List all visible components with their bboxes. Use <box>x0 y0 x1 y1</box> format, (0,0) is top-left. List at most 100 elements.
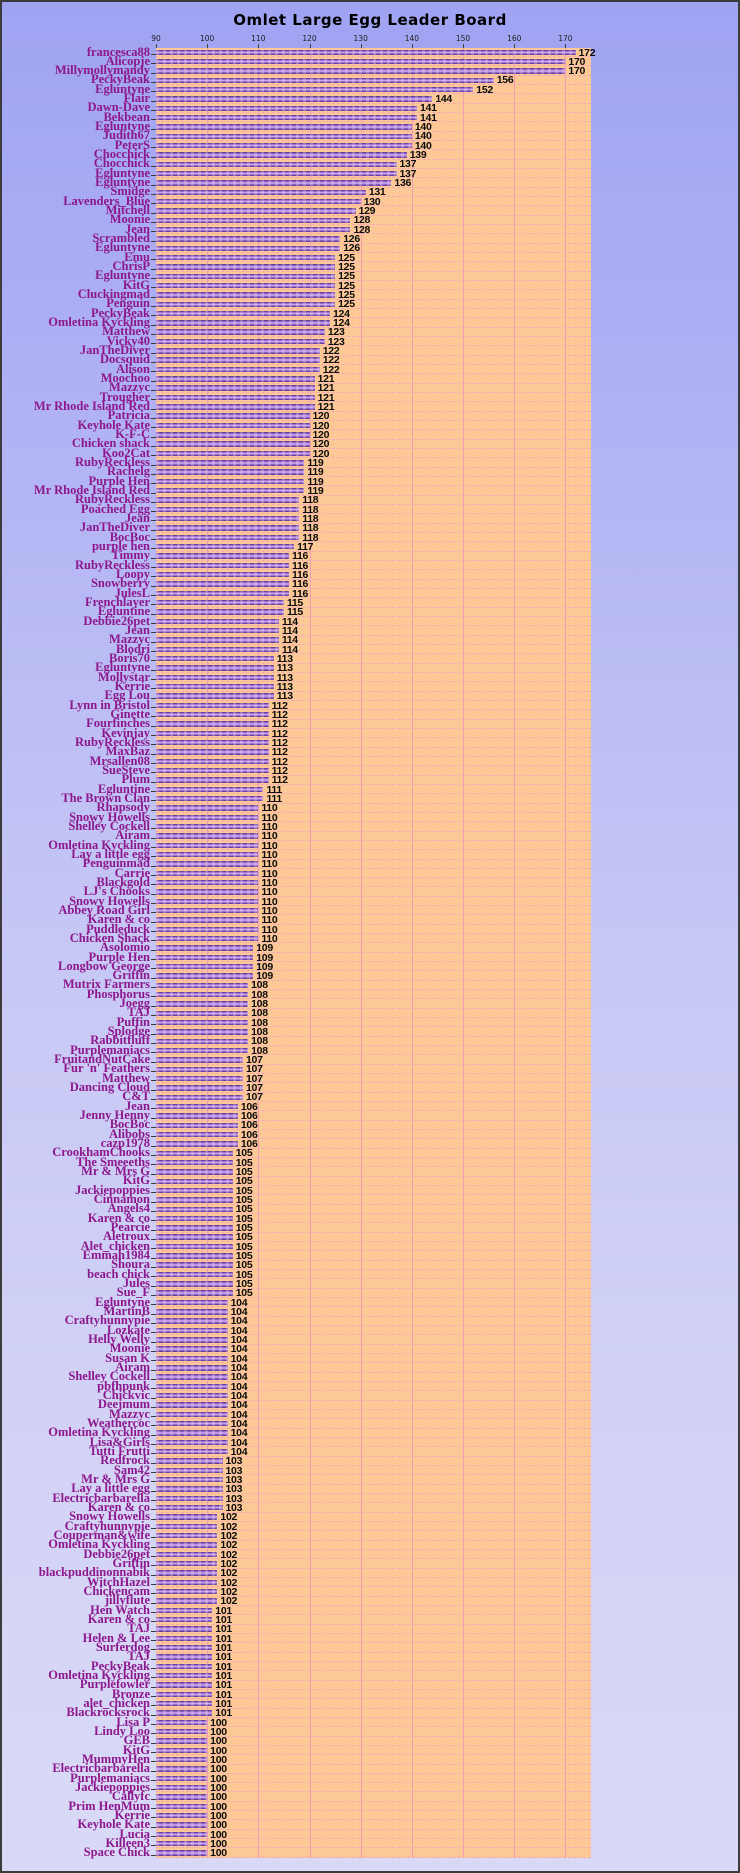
category-label: Splodge <box>107 1024 150 1039</box>
row-separator <box>156 1129 591 1131</box>
bar <box>156 1001 249 1007</box>
row-separator <box>156 1427 591 1429</box>
y-tick-mark <box>151 1472 156 1474</box>
category-label: Penguin <box>106 296 150 311</box>
category-label: Mutrix Farmers <box>62 977 150 992</box>
value-label: 110 <box>261 886 278 899</box>
row-separator <box>156 242 591 244</box>
y-tick-mark <box>151 399 156 401</box>
bar <box>156 1626 213 1632</box>
row-separator <box>156 1091 591 1093</box>
value-label: 110 <box>261 830 278 843</box>
row-separator <box>156 1380 591 1382</box>
bar <box>156 1131 238 1138</box>
category-label: Egluntyne <box>95 660 150 675</box>
y-tick-mark <box>151 1266 156 1268</box>
y-tick-mark <box>151 669 156 671</box>
y-tick-mark <box>151 875 156 877</box>
bar <box>156 1010 249 1016</box>
category-label: Omletina Kyckling <box>48 1667 150 1682</box>
value-label: 101 <box>215 1669 232 1682</box>
bar <box>156 432 310 438</box>
category-label: Jean <box>125 221 150 236</box>
value-label: 110 <box>261 858 278 871</box>
bar <box>156 954 254 960</box>
value-label: 118 <box>302 522 319 535</box>
y-tick-mark <box>151 203 156 205</box>
value-label: 109 <box>256 942 273 955</box>
bar <box>156 217 351 223</box>
value-label: 125 <box>338 289 355 302</box>
bar <box>156 58 566 65</box>
row-separator <box>156 1800 591 1802</box>
y-tick-mark <box>151 1332 156 1334</box>
row-separator <box>156 177 591 179</box>
category-label: Craftyhunnypie <box>64 1518 150 1533</box>
value-label: 102 <box>220 1548 238 1561</box>
value-label: 118 <box>302 503 319 516</box>
value-label: 108 <box>251 1007 268 1020</box>
row-separator <box>156 989 591 991</box>
category-label: Scrambled <box>92 231 150 246</box>
y-tick-mark <box>151 1322 156 1324</box>
category-label: Plum <box>121 772 150 787</box>
y-tick-mark <box>151 1854 156 1856</box>
gridline <box>360 48 362 1858</box>
value-label: 112 <box>271 755 288 768</box>
y-tick-mark <box>151 315 156 317</box>
bar <box>156 1383 228 1390</box>
row-separator <box>156 793 591 795</box>
value-label: 101 <box>215 1651 232 1664</box>
value-label: 110 <box>261 932 278 945</box>
chart-title: Omlet Large Egg Leader Board <box>233 11 507 29</box>
value-label: 102 <box>220 1595 238 1608</box>
y-tick-mark <box>151 557 156 559</box>
row-separator <box>156 886 591 888</box>
category-label: Jean <box>125 1098 150 1113</box>
row-separator <box>156 1670 591 1672</box>
row-separator <box>156 1035 591 1037</box>
gridline <box>411 48 413 1858</box>
value-label: 104 <box>230 1380 248 1393</box>
gridline <box>514 48 516 1858</box>
row-separator <box>156 1101 591 1103</box>
value-label: 100 <box>210 1772 227 1785</box>
value-label: 113 <box>276 662 293 675</box>
bar <box>156 385 315 391</box>
y-tick-mark <box>151 725 156 727</box>
value-label: 110 <box>261 848 278 861</box>
bar <box>156 105 417 111</box>
row-separator <box>156 1408 591 1410</box>
bar <box>156 1178 233 1184</box>
y-tick-mark <box>151 1014 156 1016</box>
value-label: 116 <box>292 568 309 581</box>
category-label: Craftyhunnypie <box>64 1313 150 1328</box>
row-separator <box>156 373 591 375</box>
row-separator <box>156 1520 591 1522</box>
value-label: 100 <box>210 1725 227 1738</box>
row-separator <box>156 1464 591 1466</box>
bar <box>156 1234 233 1240</box>
value-label: 100 <box>210 1763 227 1776</box>
bar <box>156 1299 228 1306</box>
value-label: 110 <box>261 923 278 936</box>
y-tick-mark <box>151 968 156 970</box>
y-tick-mark <box>151 1780 156 1782</box>
x-tick-label: 170 <box>558 34 573 43</box>
category-label: MaxBaz <box>105 744 150 759</box>
category-label: Alicopje <box>105 53 150 68</box>
bar <box>156 609 284 615</box>
value-label: 102 <box>220 1520 238 1533</box>
value-label: 121 <box>317 401 335 414</box>
row-separator <box>156 317 591 319</box>
row-separator <box>156 802 591 804</box>
bar <box>156 600 284 606</box>
value-label: 107 <box>246 1082 263 1095</box>
row-separator <box>156 1436 591 1438</box>
y-tick-mark <box>151 1817 156 1819</box>
bar <box>156 1840 208 1847</box>
row-separator <box>156 280 591 282</box>
value-label: 112 <box>271 764 288 777</box>
value-label: 105 <box>235 1268 253 1281</box>
row-separator <box>156 830 591 832</box>
